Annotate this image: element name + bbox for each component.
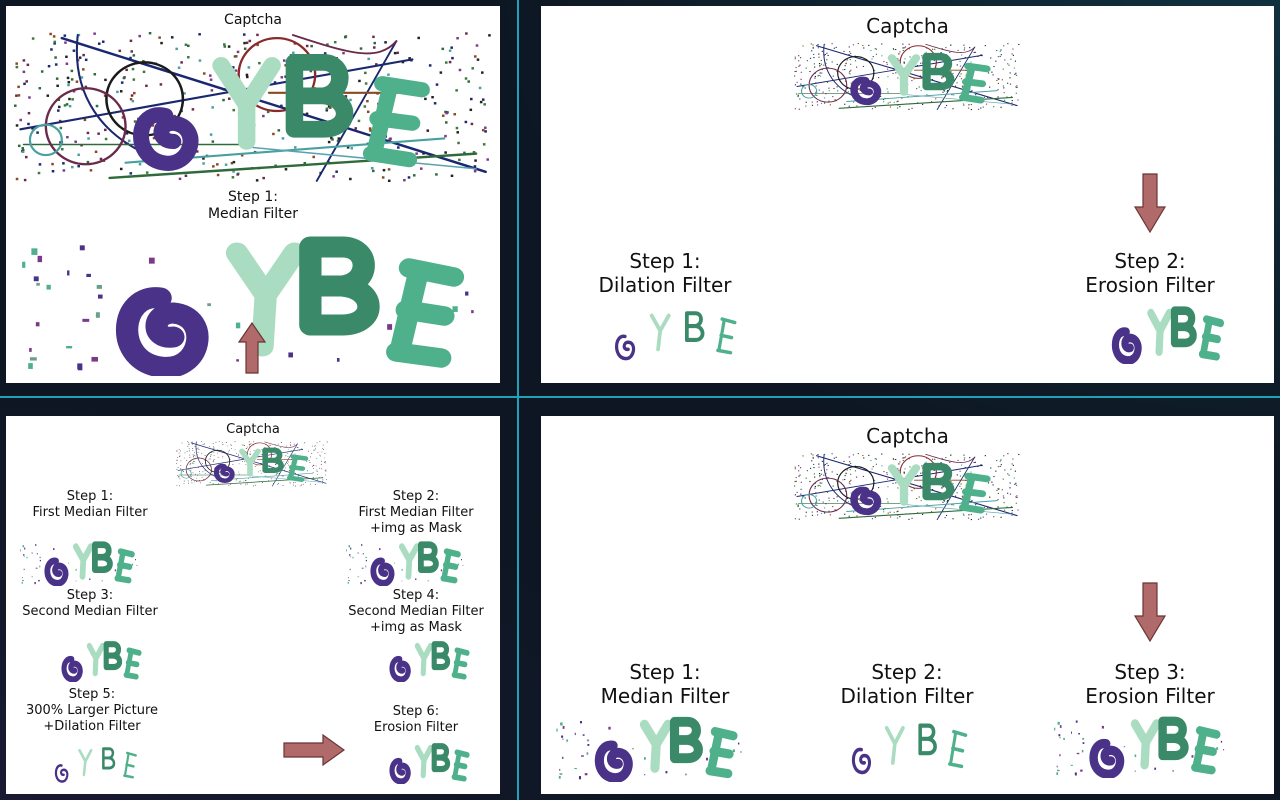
panel-three-steps: Captcha Step 1: Median Filter Step 2: Di… [541, 416, 1274, 794]
step2-label: Step 2: Dilation Filter [840, 660, 974, 709]
captcha-image [14, 32, 492, 184]
step2-label: Step 2: Erosion Filter [1085, 249, 1215, 298]
step5-label: Step 5: 300% Larger Picture +Dilation Fi… [25, 687, 159, 734]
erosion-filtered-image [1051, 712, 1231, 778]
captcha-image [794, 43, 1020, 111]
step3-label: Step 3: Second Median Filter [22, 588, 158, 619]
captcha-label: Captcha [866, 424, 949, 448]
captcha-label: Captcha [224, 12, 282, 28]
step1-label: Step 1: First Median Filter [32, 489, 148, 520]
step4-label: Step 4: Second Median Filter +img as Mas… [348, 588, 484, 635]
step3-image [38, 638, 148, 682]
step2-label: Step 2: First Median Filter +img as Mask [358, 489, 474, 536]
step6-image [366, 740, 476, 784]
panel-median-filter: Captcha Step 1: Median Filter [6, 6, 500, 383]
median-filtered-image [553, 712, 749, 782]
arrow-right-icon [283, 734, 345, 766]
arrow-down-icon [1134, 173, 1166, 233]
step1-label: Step 1: Median Filter [600, 660, 730, 709]
vertical-divider [517, 0, 519, 800]
horizontal-divider [0, 396, 1280, 398]
captcha-image [176, 441, 328, 487]
step2-image [344, 538, 468, 586]
captcha-image [794, 453, 1020, 521]
step5-image [40, 742, 148, 784]
step4-image [366, 638, 476, 682]
step6-label: Step 6: Erosion Filter [373, 704, 459, 735]
captcha-label: Captcha [226, 422, 280, 437]
dilation-filtered-image [831, 716, 983, 776]
arrow-up-icon [238, 322, 266, 374]
step3-label: Step 3: Erosion Filter [1085, 660, 1215, 709]
step1-label: Step 1: Dilation Filter [598, 249, 732, 298]
dilation-filtered-image [593, 304, 753, 362]
step1-label: Step 1: Median Filter [207, 189, 299, 223]
captcha-label: Captcha [866, 14, 949, 38]
step1-image [18, 538, 142, 586]
panel-dilation-erosion: Captcha Step 1: Dilation Filter Step 2: … [541, 6, 1274, 383]
panel-six-steps: Captcha Step 1: First Median Filter Step… [6, 416, 500, 794]
erosion-filtered-image [1079, 302, 1233, 364]
arrow-down-icon [1134, 582, 1166, 642]
